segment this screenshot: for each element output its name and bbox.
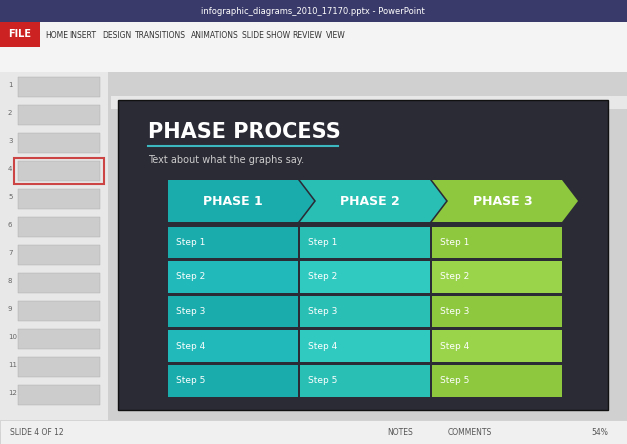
Text: Step 2: Step 2 xyxy=(440,273,469,281)
Text: 54%: 54% xyxy=(591,428,608,436)
Text: Step 1: Step 1 xyxy=(176,238,206,247)
Text: Step 2: Step 2 xyxy=(176,273,205,281)
Bar xyxy=(18,133,100,153)
Bar xyxy=(300,226,430,258)
Text: Step 5: Step 5 xyxy=(308,376,337,385)
Text: Step 1: Step 1 xyxy=(308,238,337,247)
Polygon shape xyxy=(300,180,446,222)
Bar xyxy=(14,158,104,184)
Bar xyxy=(300,330,430,362)
Bar xyxy=(110,95,627,109)
Bar xyxy=(18,105,100,125)
Bar xyxy=(0,420,627,444)
Text: Step 4: Step 4 xyxy=(176,341,205,351)
Bar xyxy=(432,330,562,362)
Text: 2: 2 xyxy=(8,110,13,116)
Bar xyxy=(300,261,430,293)
Bar xyxy=(18,217,100,237)
Text: REVIEW: REVIEW xyxy=(293,32,322,40)
Text: Step 1: Step 1 xyxy=(440,238,470,247)
Bar xyxy=(18,385,100,405)
Bar xyxy=(168,365,298,396)
Text: Step 5: Step 5 xyxy=(176,376,206,385)
Text: 6: 6 xyxy=(8,222,13,228)
Text: DESIGN: DESIGN xyxy=(102,32,131,40)
Bar xyxy=(18,245,100,265)
Text: SLIDE SHOW: SLIDE SHOW xyxy=(241,32,290,40)
Polygon shape xyxy=(168,180,314,222)
Text: TRANSITIONS: TRANSITIONS xyxy=(135,32,186,40)
Bar xyxy=(118,100,608,410)
Text: infographic_diagrams_2010_17170.pptx - PowerPoint: infographic_diagrams_2010_17170.pptx - P… xyxy=(201,7,425,16)
Text: Step 5: Step 5 xyxy=(440,376,470,385)
Bar xyxy=(18,329,100,349)
Text: Step 2: Step 2 xyxy=(308,273,337,281)
Text: 7: 7 xyxy=(8,250,13,256)
Bar xyxy=(300,296,430,327)
Bar xyxy=(0,0,627,22)
Bar xyxy=(18,357,100,377)
Text: 12: 12 xyxy=(8,390,17,396)
Bar xyxy=(168,330,298,362)
Bar xyxy=(168,226,298,258)
Text: 1: 1 xyxy=(8,82,13,88)
Text: HOME: HOME xyxy=(45,32,68,40)
Bar xyxy=(18,301,100,321)
Bar xyxy=(18,161,100,181)
Text: Step 3: Step 3 xyxy=(308,307,337,316)
Bar xyxy=(18,77,100,97)
Text: SLIDE 4 OF 12: SLIDE 4 OF 12 xyxy=(10,428,63,436)
Text: PHASE PROCESS: PHASE PROCESS xyxy=(148,122,340,142)
Text: 10: 10 xyxy=(8,334,17,340)
Text: Step 4: Step 4 xyxy=(440,341,469,351)
Bar xyxy=(18,189,100,209)
Text: FILE: FILE xyxy=(9,29,31,39)
Text: Step 3: Step 3 xyxy=(176,307,206,316)
Text: Text about what the graphs say.: Text about what the graphs say. xyxy=(148,155,304,165)
Bar xyxy=(18,273,100,293)
Text: 5: 5 xyxy=(8,194,13,200)
Bar xyxy=(432,296,562,327)
Bar xyxy=(0,22,40,47)
Text: VIEW: VIEW xyxy=(325,32,345,40)
Text: Step 3: Step 3 xyxy=(440,307,470,316)
Bar xyxy=(432,261,562,293)
Bar xyxy=(432,365,562,396)
Polygon shape xyxy=(432,180,578,222)
Bar xyxy=(432,226,562,258)
Bar xyxy=(300,365,430,396)
Text: NOTES: NOTES xyxy=(387,428,413,436)
Bar xyxy=(0,22,627,72)
Bar xyxy=(168,261,298,293)
Text: INSERT: INSERT xyxy=(69,32,96,40)
Text: PHASE 1: PHASE 1 xyxy=(203,194,263,207)
Bar xyxy=(168,296,298,327)
Text: 11: 11 xyxy=(8,362,17,368)
Text: Step 4: Step 4 xyxy=(308,341,337,351)
Text: PHASE 3: PHASE 3 xyxy=(473,194,532,207)
Text: COMMENTS: COMMENTS xyxy=(448,428,492,436)
Text: ANIMATIONS: ANIMATIONS xyxy=(191,32,238,40)
Text: PHASE 2: PHASE 2 xyxy=(340,194,400,207)
Text: 8: 8 xyxy=(8,278,13,284)
Text: 4: 4 xyxy=(8,166,13,172)
Text: 3: 3 xyxy=(8,138,13,144)
Text: 9: 9 xyxy=(8,306,13,312)
Bar xyxy=(0,72,108,432)
